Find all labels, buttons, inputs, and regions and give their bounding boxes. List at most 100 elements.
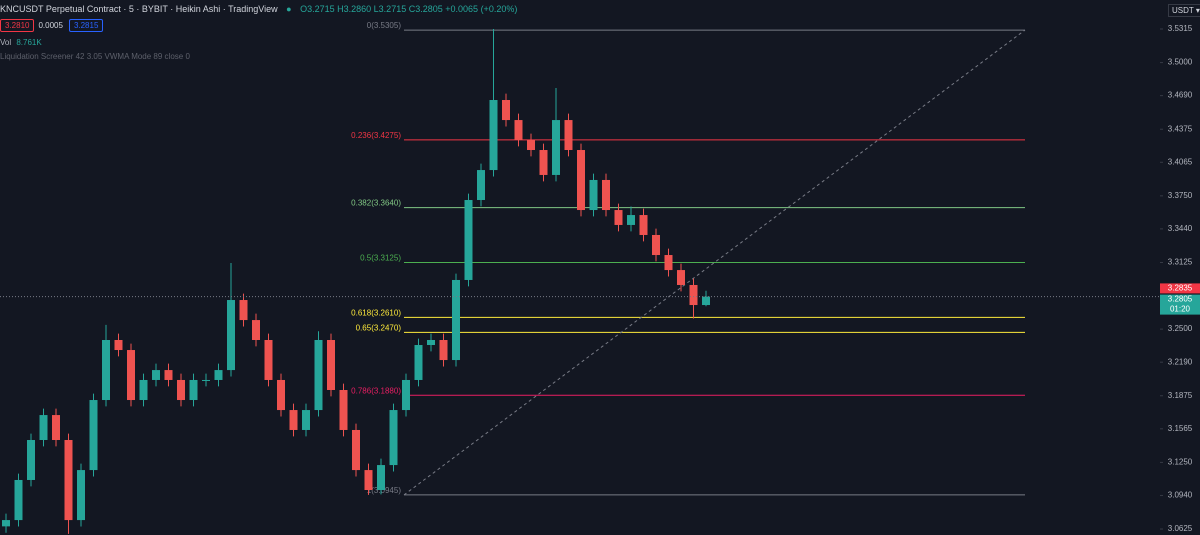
y-tick-label: 3.2190 bbox=[1168, 357, 1193, 366]
candle-body bbox=[77, 470, 85, 521]
candle-body bbox=[589, 179, 598, 211]
candle-body bbox=[289, 410, 298, 430]
indicator: Liquidation Screener 42 3.05 VWMA Mode 8… bbox=[0, 52, 190, 61]
candle-body bbox=[702, 296, 710, 306]
candle-body bbox=[177, 379, 185, 401]
y-tick-label: 3.1565 bbox=[1168, 424, 1193, 433]
candle-body bbox=[214, 370, 223, 380]
candle-body bbox=[114, 339, 123, 351]
candle-body bbox=[389, 410, 398, 466]
candle-body bbox=[2, 520, 10, 527]
candle-body bbox=[577, 150, 585, 211]
spread: 0.0005 bbox=[38, 21, 63, 30]
vol-label: Vol bbox=[0, 38, 12, 47]
ohlc-c: C3.2805 bbox=[408, 4, 443, 14]
price-label: 3.2805 bbox=[1168, 295, 1193, 304]
candle-body bbox=[664, 255, 673, 271]
candle-body bbox=[264, 339, 273, 380]
candle-body bbox=[402, 379, 410, 411]
volume-legend: Vol 8.761K bbox=[0, 38, 42, 47]
sell-button[interactable]: 3.2810 bbox=[0, 19, 35, 32]
fib-label: 0.236(3.4275) bbox=[351, 131, 401, 140]
y-tick-label: 3.5315 bbox=[1168, 24, 1193, 33]
fib-label: 0.786(3.1880) bbox=[351, 386, 401, 395]
y-tick-label: 3.3750 bbox=[1168, 191, 1193, 200]
y-tick-label: 3.4375 bbox=[1168, 124, 1193, 133]
buy-button[interactable]: 3.2815 bbox=[68, 19, 104, 32]
fib-label: 1(3.0945) bbox=[367, 486, 402, 495]
candle-body bbox=[439, 339, 448, 361]
candle-body bbox=[614, 210, 623, 225]
candle-body bbox=[564, 120, 573, 151]
candle-body bbox=[64, 440, 73, 521]
candle-body bbox=[652, 234, 660, 256]
ohlc-o: O3.2715 bbox=[300, 4, 335, 14]
symbol: KNCUSDT Perpetual Contract · 5 · BYBIT ·… bbox=[0, 4, 278, 14]
fib-label: 0.5(3.3125) bbox=[360, 254, 401, 263]
status-dot: ● bbox=[286, 4, 292, 14]
fib-label: 0.65(3.2470) bbox=[356, 323, 402, 332]
candle-body bbox=[352, 429, 360, 471]
price-label-bg bbox=[1160, 294, 1200, 315]
currency-select[interactable]: USDT ▾ bbox=[1168, 4, 1200, 17]
candle-body bbox=[639, 215, 648, 235]
candle-body bbox=[314, 339, 323, 411]
y-tick-label: 3.0625 bbox=[1168, 524, 1193, 533]
y-tick-label: 3.1875 bbox=[1168, 391, 1193, 400]
candle-body bbox=[252, 320, 260, 340]
vol-value: 8.761K bbox=[16, 38, 42, 47]
candle-body bbox=[489, 100, 498, 171]
candle-body bbox=[302, 410, 310, 430]
trade-buttons: 3.2810 0.0005 3.2815 bbox=[0, 19, 107, 32]
candle-body bbox=[189, 379, 198, 401]
price-label: 3.2835 bbox=[1168, 284, 1193, 293]
candle-body bbox=[689, 284, 698, 306]
y-tick-label: 3.2500 bbox=[1168, 324, 1193, 333]
ohlc-change: +0.0065 (+0.20%) bbox=[445, 4, 518, 14]
candle-body bbox=[89, 400, 98, 471]
candle-body bbox=[452, 279, 460, 361]
y-tick-label: 3.5000 bbox=[1168, 58, 1193, 67]
price-axis bbox=[1160, 0, 1200, 535]
candle-body bbox=[552, 120, 560, 175]
candle-body bbox=[152, 370, 160, 380]
candle-body bbox=[414, 345, 423, 380]
candle-body bbox=[514, 120, 523, 140]
candle-body bbox=[277, 379, 285, 411]
candle-body bbox=[364, 470, 373, 491]
countdown: 01:20 bbox=[1170, 305, 1191, 314]
candle-body bbox=[477, 170, 485, 201]
candle-body bbox=[377, 465, 385, 491]
candle-body bbox=[602, 179, 610, 211]
candle-body bbox=[677, 270, 685, 285]
fib-label: 0.618(3.2610) bbox=[351, 309, 401, 318]
candle-body bbox=[102, 339, 110, 401]
header: KNCUSDT Perpetual Contract · 5 · BYBIT ·… bbox=[0, 4, 517, 14]
fib-label: 0(3.5305) bbox=[367, 21, 402, 30]
candle-body bbox=[202, 379, 210, 381]
candle-body bbox=[27, 440, 35, 480]
currency: USDT bbox=[1172, 6, 1194, 15]
price-label-bg bbox=[1160, 283, 1200, 294]
candle-body bbox=[539, 150, 548, 175]
indicator-legend: Liquidation Screener 42 3.05 VWMA Mode 8… bbox=[0, 52, 190, 61]
candle-body bbox=[464, 200, 473, 280]
candle-body bbox=[239, 300, 248, 321]
y-tick-label: 3.0940 bbox=[1168, 491, 1193, 500]
y-tick-label: 3.4690 bbox=[1168, 91, 1193, 100]
candle-body bbox=[164, 370, 173, 380]
candle-body bbox=[527, 139, 535, 151]
candle-body bbox=[339, 390, 348, 430]
y-tick-label: 3.4065 bbox=[1168, 157, 1193, 166]
candle-body bbox=[502, 100, 510, 121]
fib-label: 0.382(3.3640) bbox=[351, 199, 401, 208]
candle-body bbox=[139, 379, 148, 401]
ohlc-l: L3.2715 bbox=[373, 4, 407, 14]
y-tick-label: 3.3125 bbox=[1168, 258, 1193, 267]
y-tick-label: 3.1250 bbox=[1168, 458, 1193, 467]
candle-body bbox=[14, 479, 23, 521]
candle-body bbox=[627, 215, 635, 225]
ohlc-h: H3.2860 bbox=[337, 4, 372, 14]
